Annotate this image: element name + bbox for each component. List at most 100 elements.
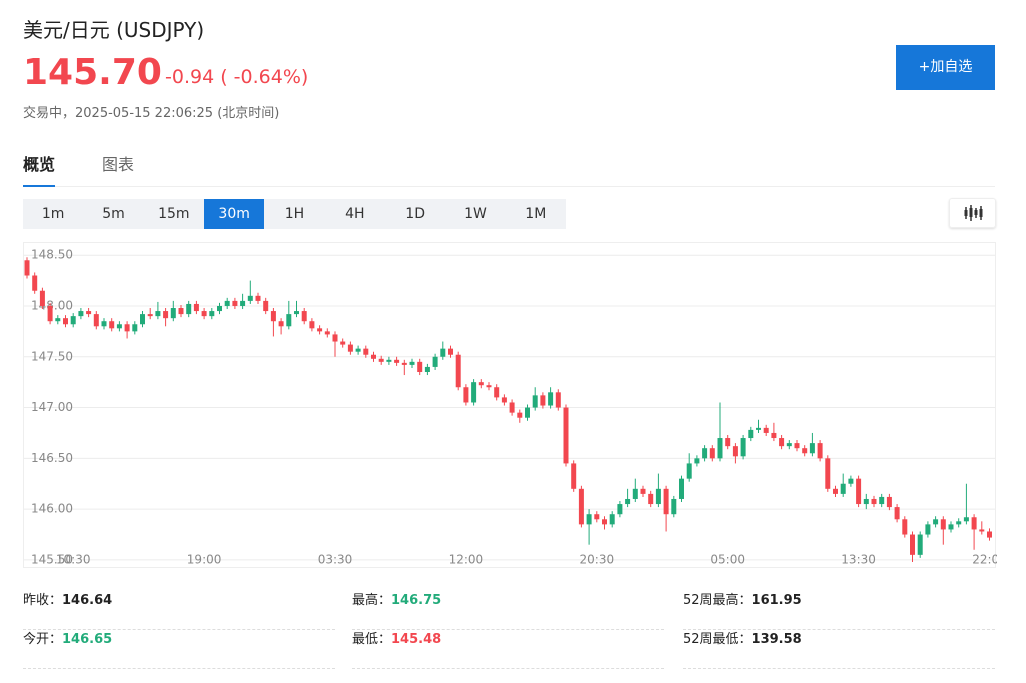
candle-body bbox=[956, 521, 962, 525]
candle-body bbox=[871, 498, 877, 505]
candle-body bbox=[463, 387, 469, 403]
stat-value: 146.65 bbox=[62, 632, 113, 647]
x-tick-label: 12:00 bbox=[449, 553, 484, 567]
candle-body bbox=[147, 314, 153, 317]
candle-body bbox=[378, 358, 384, 362]
interval-button[interactable]: 1M bbox=[525, 206, 547, 222]
candle-body bbox=[55, 318, 61, 322]
interval-button[interactable]: 5m bbox=[102, 206, 125, 222]
candle-body bbox=[863, 498, 869, 505]
candle-body bbox=[486, 385, 492, 388]
stat: 最高：146.75 bbox=[352, 590, 664, 630]
candle-body bbox=[902, 519, 908, 535]
interval-bar: 1m 5m 15m 30m 1H 4H 1D 1W 1M bbox=[23, 199, 566, 229]
interval-button[interactable]: 1D bbox=[405, 206, 425, 222]
y-tick-label: 146.50 bbox=[31, 451, 73, 465]
candle-body bbox=[440, 348, 446, 357]
candle-body bbox=[856, 478, 862, 505]
candle-body bbox=[86, 311, 92, 315]
candle-body bbox=[948, 524, 954, 530]
candle-body bbox=[270, 311, 276, 322]
candle-body bbox=[401, 362, 407, 365]
x-tick-label: 19:00 bbox=[187, 553, 222, 567]
candle-body bbox=[201, 311, 207, 317]
candle-body bbox=[170, 308, 176, 319]
candle-body bbox=[586, 514, 592, 525]
candle-body bbox=[501, 397, 507, 403]
candle-body bbox=[886, 496, 892, 508]
candle-body bbox=[193, 303, 199, 312]
tab[interactable]: 概览 bbox=[23, 151, 56, 187]
candle-body bbox=[910, 534, 915, 555]
candle-body bbox=[109, 321, 115, 329]
candle-body bbox=[648, 493, 654, 505]
change: -0.94 ( -0.64%) bbox=[165, 66, 308, 88]
candle-body bbox=[32, 275, 38, 291]
candle-body bbox=[894, 507, 900, 520]
candle-body bbox=[340, 341, 346, 345]
candle-body bbox=[979, 529, 985, 532]
stat-value: 145.48 bbox=[391, 632, 442, 647]
stat-label: 52周最高： bbox=[683, 593, 752, 608]
candle-body bbox=[725, 438, 731, 447]
candle-body bbox=[355, 348, 361, 352]
stat-value: 161.95 bbox=[751, 593, 802, 608]
candle-body bbox=[555, 392, 561, 408]
candle-body bbox=[517, 412, 523, 418]
candle-body bbox=[925, 524, 931, 535]
x-tick-label: 22:00 bbox=[972, 553, 997, 567]
candle-body bbox=[294, 311, 299, 315]
candle-body bbox=[679, 478, 684, 499]
candle-body bbox=[686, 463, 692, 479]
y-tick-label: 147.50 bbox=[31, 349, 73, 363]
candle-body bbox=[763, 427, 769, 433]
candle-body bbox=[540, 395, 546, 406]
candle-body bbox=[448, 348, 453, 355]
price: 145.70 bbox=[23, 52, 162, 93]
candle-body bbox=[732, 446, 738, 457]
y-tick-label: 146.00 bbox=[31, 502, 73, 516]
candle-body bbox=[794, 443, 800, 449]
candle-body bbox=[532, 395, 538, 408]
tab[interactable]: 图表 bbox=[102, 155, 135, 174]
candle-body bbox=[332, 334, 338, 342]
stat-value: 139.58 bbox=[751, 632, 802, 647]
interval-button[interactable]: 1H bbox=[284, 206, 305, 222]
candle-body bbox=[756, 427, 761, 430]
candle-body bbox=[548, 392, 554, 406]
y-tick-label: 145.50 bbox=[31, 552, 73, 566]
candle-body bbox=[186, 303, 192, 315]
candle-body bbox=[132, 324, 138, 332]
candle-body bbox=[78, 311, 84, 317]
candle-body bbox=[178, 308, 184, 315]
interval-button[interactable]: 1m bbox=[41, 206, 65, 222]
interval-button[interactable]: 4H bbox=[345, 206, 365, 222]
interval-button[interactable]: 1W bbox=[464, 206, 487, 222]
candle-body bbox=[640, 488, 646, 494]
candle-body bbox=[771, 432, 777, 439]
x-tick-label: 03:30 bbox=[318, 553, 353, 567]
chart: 145.50146.00146.50147.00147.50148.00148.… bbox=[23, 242, 997, 568]
candle-body bbox=[209, 311, 215, 317]
candle-body bbox=[163, 311, 169, 319]
interval-button[interactable]: 15m bbox=[158, 206, 190, 222]
candle-body bbox=[917, 534, 923, 555]
candle-body bbox=[386, 359, 392, 362]
x-tick-label: 05:00 bbox=[710, 553, 745, 567]
candle-body bbox=[140, 314, 145, 325]
stat-label: 最高： bbox=[352, 593, 392, 608]
stat-label: 最低： bbox=[352, 632, 392, 647]
candle-body bbox=[155, 311, 161, 317]
interval-button[interactable]: 30m bbox=[203, 199, 265, 229]
candle-body bbox=[963, 517, 969, 522]
add-watchlist-button[interactable]: +加自选 bbox=[896, 45, 995, 90]
candle-body bbox=[424, 366, 430, 373]
chart-type-button[interactable] bbox=[949, 198, 996, 228]
y-tick-label: 148.50 bbox=[31, 248, 73, 262]
stat-value: 146.64 bbox=[62, 593, 113, 608]
candle-body bbox=[748, 429, 754, 439]
candle-body bbox=[301, 311, 307, 322]
candle-body bbox=[717, 438, 723, 459]
candle-body bbox=[232, 300, 238, 306]
